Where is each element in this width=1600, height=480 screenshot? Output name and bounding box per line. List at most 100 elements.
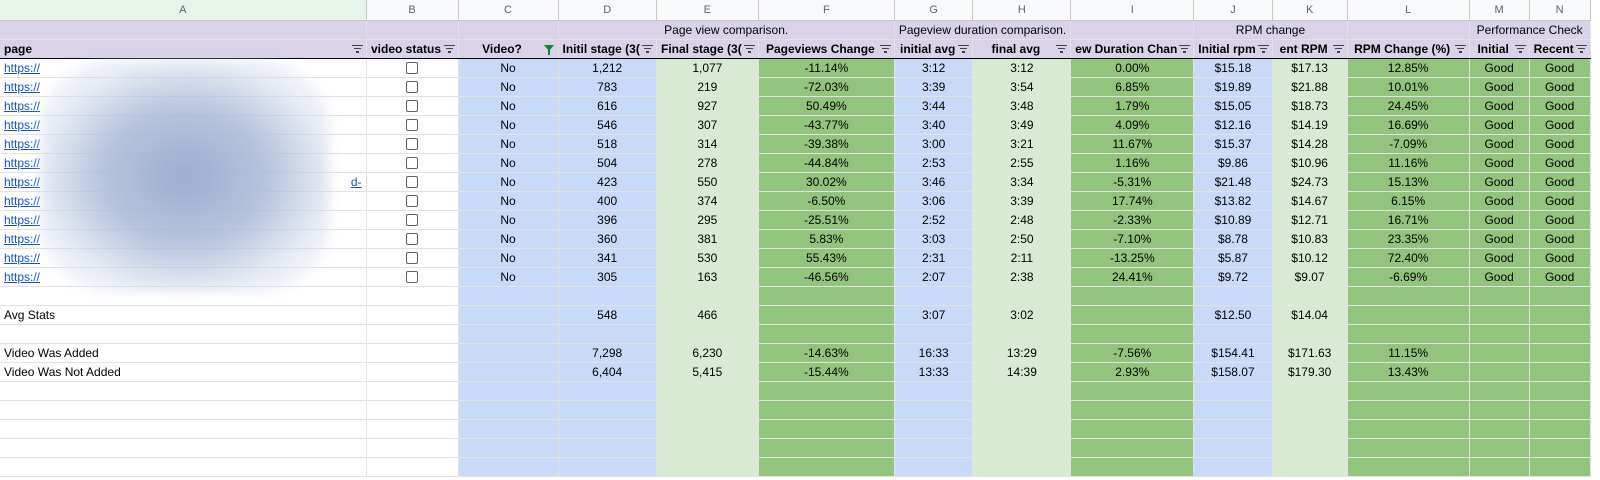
empty-cell[interactable] [1529,419,1591,439]
cell-b1[interactable] [366,20,459,40]
rpm-change[interactable]: 72.40% [1347,248,1470,268]
initial-rpm[interactable]: $9.72 [1193,267,1273,287]
video-status-checkbox[interactable] [406,271,418,284]
empty-cell[interactable] [0,400,367,420]
video-status-checkbox[interactable] [406,157,418,170]
pageviews-change[interactable]: -46.56% [758,267,895,287]
initial-status[interactable]: Good [1469,115,1530,135]
initial-pageviews[interactable]: 423 [558,172,657,192]
column-header-n[interactable]: N [1529,0,1591,21]
recent-rpm[interactable]: $9.07 [1272,267,1348,287]
recent-status[interactable]: Good [1529,248,1591,268]
page-link[interactable]: https:// [4,136,41,151]
avg-final-pageviews[interactable]: 466 [656,305,759,325]
group-rpm[interactable]: RPM change [1193,20,1348,40]
video-status-checkbox-cell[interactable] [366,248,459,268]
rpm-change[interactable]: 23.35% [1347,229,1470,249]
column-header-m[interactable]: M [1469,0,1530,21]
empty-cell[interactable] [1193,438,1273,458]
empty-cell[interactable] [656,324,759,344]
filter-icon[interactable] [1056,44,1068,54]
video-status-checkbox[interactable] [406,119,418,132]
recent-status[interactable]: Good [1529,267,1591,287]
empty-cell[interactable] [458,343,559,363]
empty-cell[interactable] [1529,324,1591,344]
column-header-l[interactable]: L [1347,0,1470,21]
empty-cell[interactable] [1070,305,1195,325]
empty-cell[interactable] [1529,400,1591,420]
empty-cell[interactable] [1272,419,1348,439]
initial-status[interactable]: Good [1469,134,1530,154]
initial-pageviews[interactable]: 783 [558,77,657,97]
page-link[interactable]: https:// [4,269,41,284]
empty-cell[interactable] [656,419,759,439]
empty-cell[interactable] [1347,305,1470,325]
page-link[interactable]: https:// [4,60,41,75]
empty-cell[interactable] [366,305,459,325]
page-link[interactable]: https:// [4,117,41,132]
video-status-checkbox[interactable] [406,138,418,151]
video-cell[interactable]: No [458,229,559,249]
initial-pageviews[interactable]: 546 [558,115,657,135]
final-avg[interactable]: 2:38 [972,267,1072,287]
recent-status[interactable]: Good [1529,115,1591,135]
rpm-change[interactable]: 16.69% [1347,115,1470,135]
initial-avg[interactable]: 3:44 [894,96,974,116]
empty-cell[interactable] [1193,419,1273,439]
final-pageviews[interactable]: 307 [656,115,759,135]
initial-status[interactable]: Good [1469,210,1530,230]
header-d[interactable]: Initil stage (3( [558,39,657,59]
link-overflow[interactable]: d- [350,174,362,189]
video-cell[interactable]: No [458,134,559,154]
recent-rpm[interactable]: $14.19 [1272,115,1348,135]
final-pageviews[interactable]: 374 [656,191,759,211]
empty-cell[interactable] [0,324,367,344]
rpm-change[interactable]: -7.09% [1347,134,1470,154]
duration-change[interactable]: 24.41% [1070,267,1195,287]
empty-cell[interactable] [1347,457,1470,477]
not_added-label[interactable]: Video Was Not Added [0,362,367,382]
cell-c1[interactable] [458,20,559,40]
initial-status[interactable]: Good [1469,229,1530,249]
filter-icon[interactable] [958,44,970,54]
not_added-initial-rpm[interactable]: $158.07 [1193,362,1273,382]
header-l[interactable]: RPM Change (%) [1347,39,1470,59]
filter-icon[interactable] [1514,44,1526,54]
empty-cell[interactable] [1193,286,1273,306]
initial-rpm[interactable]: $10.89 [1193,210,1273,230]
empty-cell[interactable] [1272,324,1348,344]
initial-pageviews[interactable]: 518 [558,134,657,154]
rpm-change[interactable]: 11.16% [1347,153,1470,173]
column-header-g[interactable]: G [894,0,974,21]
header-i[interactable]: ew Duration Chan [1070,39,1195,59]
filter-icon[interactable] [641,44,653,54]
duration-change[interactable]: -13.25% [1070,248,1195,268]
final-avg[interactable]: 3:48 [972,96,1072,116]
empty-cell[interactable] [656,286,759,306]
empty-cell[interactable] [1529,343,1591,363]
initial-avg[interactable]: 3:00 [894,134,974,154]
initial-avg[interactable]: 2:31 [894,248,974,268]
empty-cell[interactable] [1272,286,1348,306]
recent-rpm[interactable]: $10.12 [1272,248,1348,268]
pageviews-change[interactable]: -11.14% [758,58,895,78]
duration-change[interactable]: 6.85% [1070,77,1195,97]
recent-status[interactable]: Good [1529,229,1591,249]
empty-cell[interactable] [1347,400,1470,420]
empty-cell[interactable] [758,419,895,439]
group-performance[interactable]: Performance Check [1469,20,1591,40]
empty-cell[interactable] [1469,438,1530,458]
recent-rpm[interactable]: $10.83 [1272,229,1348,249]
added-label[interactable]: Video Was Added [0,343,367,363]
video-status-checkbox-cell[interactable] [366,96,459,116]
recent-rpm[interactable]: $14.67 [1272,191,1348,211]
empty-cell[interactable] [458,286,559,306]
recent-status[interactable]: Good [1529,153,1591,173]
empty-cell[interactable] [1469,343,1530,363]
empty-cell[interactable] [758,324,895,344]
empty-cell[interactable] [972,438,1072,458]
page-link[interactable]: https:// [4,79,41,94]
empty-cell[interactable] [1272,400,1348,420]
rpm-change[interactable]: 15.13% [1347,172,1470,192]
empty-cell[interactable] [972,457,1072,477]
